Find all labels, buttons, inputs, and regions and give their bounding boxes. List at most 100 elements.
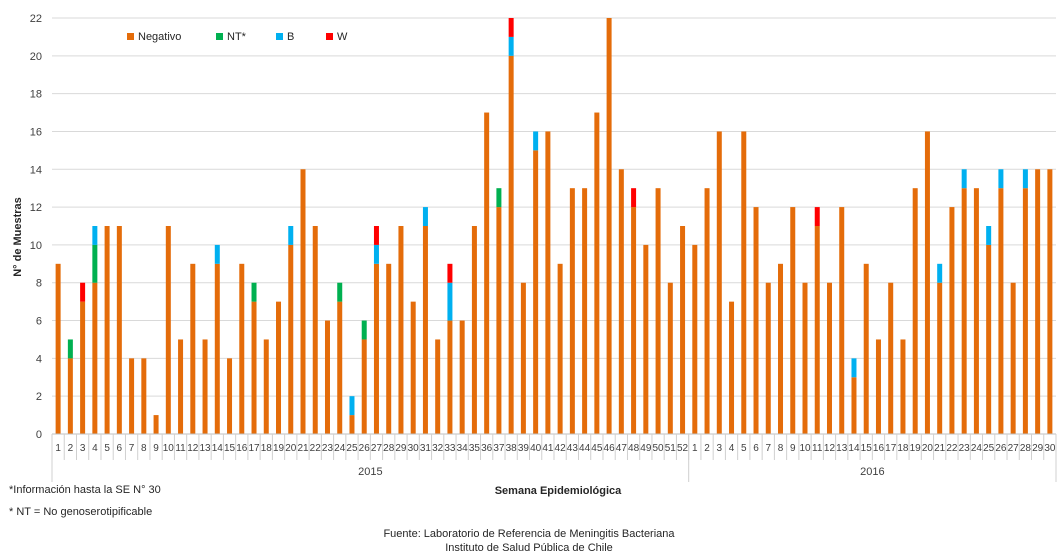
bar-negativo bbox=[655, 188, 661, 434]
bar-negativo bbox=[349, 415, 355, 434]
bar-negativo bbox=[190, 263, 196, 434]
x-tick-label: 31 bbox=[420, 443, 432, 454]
x-tick-label: 2 bbox=[68, 443, 74, 454]
bar-negativo bbox=[288, 244, 294, 434]
x-tick-label: 16 bbox=[873, 443, 885, 454]
bar-nt bbox=[92, 244, 98, 283]
bar-negativo bbox=[153, 415, 159, 434]
info-note: *Información hasta la SE N° 30 bbox=[9, 484, 161, 496]
x-tick-label: 28 bbox=[1020, 443, 1032, 454]
bar-negativo bbox=[937, 282, 943, 434]
bar-negativo bbox=[643, 244, 649, 434]
bar-negativo bbox=[459, 320, 465, 434]
bar-b bbox=[288, 226, 294, 245]
bar-negativo bbox=[875, 339, 881, 434]
bar-negativo bbox=[92, 282, 98, 434]
bar-negativo bbox=[778, 263, 784, 434]
bar-negativo bbox=[667, 282, 673, 434]
x-tick-label: 33 bbox=[444, 443, 456, 454]
x-tick-label: 15 bbox=[224, 443, 236, 454]
bar-negativo bbox=[741, 131, 747, 435]
bar-negativo bbox=[716, 131, 722, 435]
bar-negativo bbox=[888, 282, 894, 434]
bar-nt bbox=[361, 320, 367, 340]
bar-negativo bbox=[692, 244, 698, 434]
bar-negativo bbox=[239, 263, 245, 434]
bar-negativo bbox=[422, 226, 428, 434]
bar-b bbox=[422, 207, 428, 226]
x-tick-label: 44 bbox=[579, 443, 591, 454]
bar-negativo bbox=[582, 188, 588, 434]
legend-swatch bbox=[276, 33, 283, 40]
x-tick-label: 1 bbox=[692, 443, 698, 454]
y-axis-label: N° de Muestras bbox=[12, 197, 24, 277]
bar-nt bbox=[496, 188, 502, 208]
x-tick-label: 1 bbox=[55, 443, 61, 454]
bar-nt bbox=[337, 282, 343, 302]
x-tick-label: 21 bbox=[297, 443, 309, 454]
x-tick-label: 9 bbox=[153, 443, 159, 454]
x-tick-label: 49 bbox=[640, 443, 652, 454]
x-tick-label: 11 bbox=[175, 443, 186, 454]
source-line-1: Fuente: Laboratorio de Referencia de Men… bbox=[383, 528, 675, 540]
bar-negativo bbox=[410, 301, 416, 434]
legend-label: W bbox=[337, 31, 348, 43]
x-tick-label: 5 bbox=[741, 443, 747, 454]
x-tick-label: 4 bbox=[92, 443, 98, 454]
x-tick-label: 47 bbox=[616, 443, 628, 454]
bar-negativo bbox=[949, 207, 955, 434]
bar-negativo bbox=[802, 282, 808, 434]
bar-negativo bbox=[67, 358, 73, 434]
bar-w bbox=[447, 263, 453, 283]
x-tick-label: 22 bbox=[946, 443, 958, 454]
x-tick-label: 11 bbox=[812, 443, 823, 454]
bar-negativo bbox=[924, 131, 930, 435]
x-tick-label: 26 bbox=[995, 443, 1007, 454]
bar-negativo bbox=[141, 358, 147, 434]
bar-negativo bbox=[337, 301, 343, 434]
bar-b bbox=[508, 36, 514, 56]
x-tick-label: 7 bbox=[765, 443, 771, 454]
bar-negativo bbox=[606, 18, 612, 434]
bar-negativo bbox=[765, 282, 771, 434]
bar-negativo bbox=[1047, 169, 1053, 435]
year-label: 2016 bbox=[860, 466, 884, 478]
x-tick-label: 25 bbox=[346, 443, 358, 454]
bar-negativo bbox=[520, 282, 526, 434]
bar-negativo bbox=[986, 244, 992, 434]
x-tick-label: 30 bbox=[1044, 443, 1056, 454]
bar-w bbox=[631, 188, 637, 208]
bar-w bbox=[80, 282, 86, 302]
x-tick-label: 10 bbox=[163, 443, 175, 454]
bar-negativo bbox=[116, 226, 122, 434]
bar-negativo bbox=[398, 226, 404, 434]
bar-negativo bbox=[569, 188, 575, 434]
bar-negativo bbox=[729, 301, 735, 434]
bar-w bbox=[814, 207, 820, 226]
bar-negativo bbox=[496, 207, 502, 434]
bar-nt bbox=[251, 282, 257, 302]
x-tick-label: 52 bbox=[677, 443, 689, 454]
x-tick-label: 13 bbox=[836, 443, 848, 454]
y-tick-label: 20 bbox=[30, 51, 42, 63]
source-line-2: Instituto de Salud Pública de Chile bbox=[445, 542, 613, 554]
x-tick-label: 48 bbox=[628, 443, 640, 454]
x-tick-label: 17 bbox=[248, 443, 260, 454]
bar-negativo bbox=[104, 226, 110, 434]
x-tick-label: 42 bbox=[555, 443, 567, 454]
y-tick-label: 18 bbox=[30, 89, 42, 101]
bar-b bbox=[92, 226, 98, 245]
legend: Negativo NT* B W bbox=[127, 31, 348, 43]
legend-label: B bbox=[287, 31, 294, 43]
x-tick-label: 27 bbox=[1008, 443, 1020, 454]
x-tick-label: 21 bbox=[934, 443, 946, 454]
x-tick-label: 4 bbox=[729, 443, 735, 454]
bar-negativo bbox=[202, 339, 208, 434]
x-tick-label: 24 bbox=[334, 443, 346, 454]
bar-negativo bbox=[680, 226, 686, 434]
x-axis: 1 2 3 4 5 6 7 8 9 10 11 12 13 14 15 16 17 18 19 20 21 22 23 24 2… bbox=[51, 433, 1057, 482]
bar-negativo bbox=[998, 188, 1004, 434]
x-tick-label: 17 bbox=[885, 443, 897, 454]
x-tick-label: 40 bbox=[530, 443, 542, 454]
x-tick-label: 6 bbox=[117, 443, 123, 454]
